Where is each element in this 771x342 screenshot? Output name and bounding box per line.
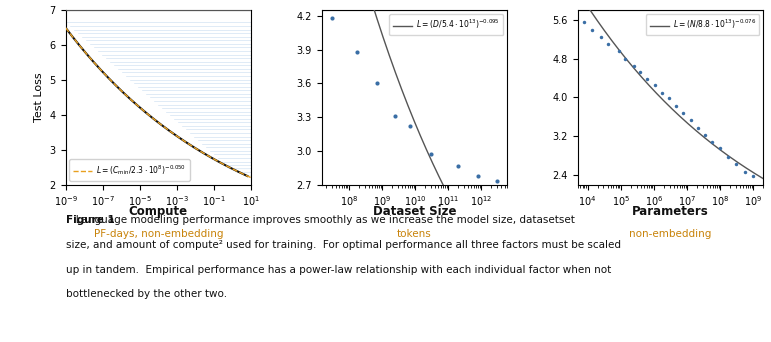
Text: up in tandem.  Empirical performance has a power-law relationship with each indi: up in tandem. Empirical performance has … [66,265,611,275]
Text: Dataset Size: Dataset Size [372,205,456,218]
Text: Compute: Compute [129,205,188,218]
Text: Figure 1: Figure 1 [66,215,114,225]
Text: PF-days, non-embedding: PF-days, non-embedding [93,229,223,239]
Legend: $L = (C_{\mathrm{min}}/2.3 \cdot 10^{8})^{-0.050}$: $L = (C_{\mathrm{min}}/2.3 \cdot 10^{8})… [69,159,190,181]
Text: non-embedding: non-embedding [629,229,712,239]
Text: Parameters: Parameters [632,205,709,218]
Text: bottlenecked by the other two.: bottlenecked by the other two. [66,289,227,299]
Legend: $L = (D/5.4 \cdot 10^{13})^{-0.095}$: $L = (D/5.4 \cdot 10^{13})^{-0.095}$ [389,14,503,35]
Y-axis label: Test Loss: Test Loss [34,73,44,122]
Text: tokens: tokens [397,229,432,239]
Text: size, and amount of compute² used for training.  For optimal performance all thr: size, and amount of compute² used for tr… [66,240,621,250]
Text: Language modeling performance improves smoothly as we increase the model size, d: Language modeling performance improves s… [66,215,574,225]
Legend: $L = (N/8.8 \cdot 10^{13})^{-0.076}$: $L = (N/8.8 \cdot 10^{13})^{-0.076}$ [646,14,759,35]
